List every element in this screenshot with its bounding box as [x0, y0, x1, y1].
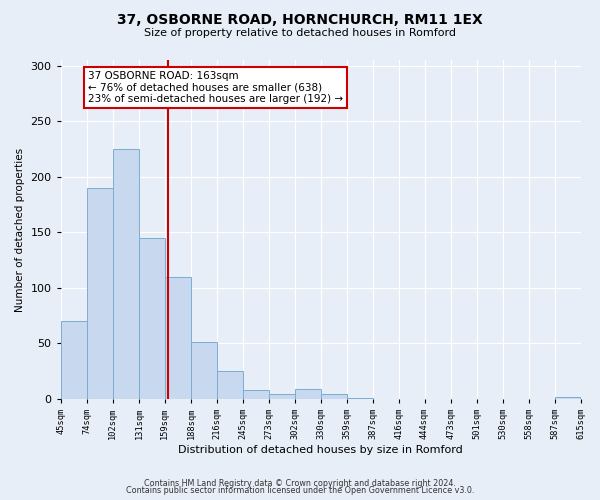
Bar: [113, 149, 139, 399]
Y-axis label: Number of detached properties: Number of detached properties: [15, 148, 25, 312]
Text: Size of property relative to detached houses in Romford: Size of property relative to detached ho…: [144, 28, 456, 38]
Text: Contains public sector information licensed under the Open Government Licence v3: Contains public sector information licen…: [126, 486, 474, 495]
Bar: [555, 396, 580, 399]
X-axis label: Distribution of detached houses by size in Romford: Distribution of detached houses by size …: [178, 445, 463, 455]
Text: Contains HM Land Registry data © Crown copyright and database right 2024.: Contains HM Land Registry data © Crown c…: [144, 478, 456, 488]
Text: 37 OSBORNE ROAD: 163sqm
← 76% of detached houses are smaller (638)
23% of semi-d: 37 OSBORNE ROAD: 163sqm ← 76% of detache…: [88, 71, 343, 104]
Text: 37, OSBORNE ROAD, HORNCHURCH, RM11 1EX: 37, OSBORNE ROAD, HORNCHURCH, RM11 1EX: [117, 12, 483, 26]
Bar: [191, 342, 217, 399]
Bar: [164, 276, 191, 399]
Bar: [139, 238, 164, 399]
Bar: [269, 394, 295, 399]
Bar: [61, 321, 87, 399]
Bar: [87, 188, 113, 399]
Bar: [295, 389, 320, 399]
Bar: [217, 371, 243, 399]
Bar: [347, 398, 373, 399]
Bar: [243, 390, 269, 399]
Bar: [320, 394, 347, 399]
